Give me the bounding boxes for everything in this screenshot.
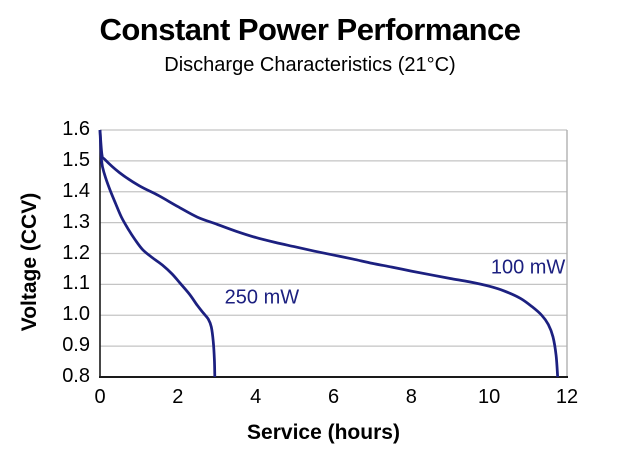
y-tick-label: 1.1 [62, 272, 90, 295]
x-tick-label: 4 [250, 386, 262, 408]
y-tick-label: 1.4 [62, 179, 90, 202]
series-label-250-mw: 250 mW [224, 286, 300, 309]
series-line-100-mw [98, 129, 560, 378]
y-tick-label: 1.2 [62, 241, 90, 264]
x-tick-label: 10 [478, 386, 501, 408]
y-tick-label: 1.0 [62, 303, 90, 326]
series-label-100-mw: 100 mW [490, 256, 566, 279]
y-tick-label: 0.8 [62, 365, 90, 387]
y-tick-label: 1.5 [62, 148, 90, 171]
x-tick-label: 0 [94, 386, 106, 408]
x-tick-label: 12 [555, 386, 579, 408]
x-tick-label: 2 [172, 386, 184, 408]
chart-subtitle: Discharge Characteristics (21°C) [164, 54, 456, 76]
x-tick-label: 8 [405, 386, 417, 408]
series-line-250-mw [98, 129, 217, 378]
y-tick-label: 0.9 [62, 334, 90, 357]
x-axis-title: Service (hours) [247, 421, 400, 444]
chart-title: Constant Power Performance [99, 12, 521, 47]
x-tick-label: 6 [327, 386, 340, 408]
y-tick-label: 1.3 [62, 210, 90, 233]
y-tick-label: 1.6 [62, 118, 90, 140]
